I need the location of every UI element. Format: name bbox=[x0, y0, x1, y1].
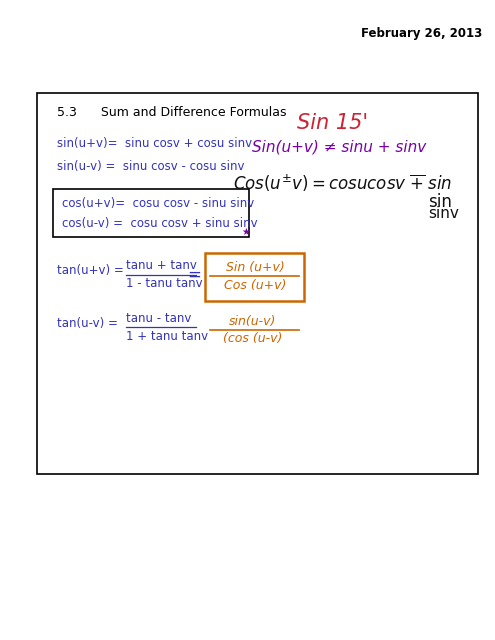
Text: sin(u-v) =  sinu cosv - cosu sinv: sin(u-v) = sinu cosv - cosu sinv bbox=[57, 160, 245, 173]
Text: cos(u-v) =  cosu cosv + sinu sinv: cos(u-v) = cosu cosv + sinu sinv bbox=[62, 218, 257, 230]
Text: tanu + tanv: tanu + tanv bbox=[126, 259, 197, 272]
Bar bbox=[205, 253, 304, 301]
Text: Sin (u+v): Sin (u+v) bbox=[226, 261, 284, 274]
Text: sin: sin bbox=[428, 193, 452, 211]
Text: sin(u+v)=  sinu cosv + cosu sinv: sin(u+v)= sinu cosv + cosu sinv bbox=[57, 138, 252, 150]
Bar bbox=[53, 189, 249, 237]
Text: Cos (u+v): Cos (u+v) bbox=[224, 279, 286, 292]
Text: 1 - tanu tanv: 1 - tanu tanv bbox=[126, 277, 203, 290]
Text: $Cos(u^{\pm}v) = cosucosv \;\overline{+}\; sin$: $Cos(u^{\pm}v) = cosucosv \;\overline{+}… bbox=[233, 173, 452, 195]
Text: Sin(u+v) ≠ sinu + sinv: Sin(u+v) ≠ sinu + sinv bbox=[252, 140, 427, 155]
Text: tanu - tanv: tanu - tanv bbox=[126, 312, 192, 325]
Text: 5.3      Sum and Difference Formulas: 5.3 Sum and Difference Formulas bbox=[57, 106, 287, 118]
Text: tan(u+v) =: tan(u+v) = bbox=[57, 264, 124, 276]
Text: 1 + tanu tanv: 1 + tanu tanv bbox=[126, 330, 208, 342]
Text: ★: ★ bbox=[242, 227, 250, 237]
Text: cos(u+v)=  cosu cosv - sinu sinv: cos(u+v)= cosu cosv - sinu sinv bbox=[62, 197, 254, 210]
Text: February 26, 2013: February 26, 2013 bbox=[361, 27, 483, 40]
Text: (cos (u-v): (cos (u-v) bbox=[223, 332, 282, 345]
Text: Sin 15': Sin 15' bbox=[297, 113, 368, 133]
Text: sin(u-v): sin(u-v) bbox=[229, 315, 276, 328]
Text: sinv: sinv bbox=[428, 205, 459, 221]
Text: =: = bbox=[188, 266, 201, 284]
Bar bbox=[37, 93, 478, 474]
Text: tan(u-v) =: tan(u-v) = bbox=[57, 317, 118, 330]
